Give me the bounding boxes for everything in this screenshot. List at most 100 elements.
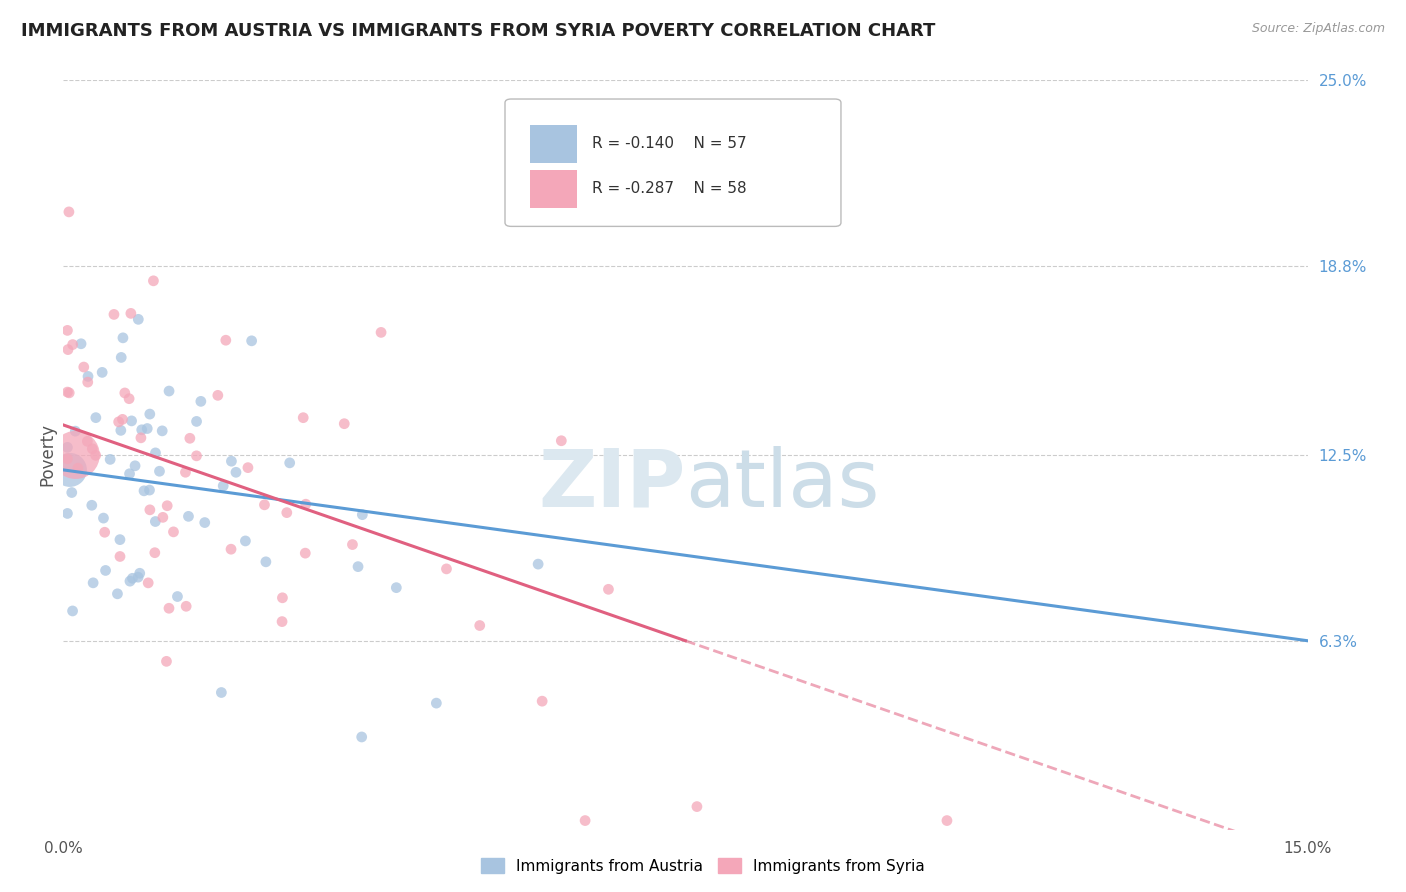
Point	[56, 343, 79, 357]
Point	[194, 516, 217, 530]
Point	[136, 421, 159, 435]
Point	[271, 591, 294, 605]
Point	[531, 694, 554, 708]
Point	[179, 431, 201, 445]
Point	[139, 407, 162, 421]
Point	[56, 441, 79, 455]
Point	[114, 386, 136, 401]
Text: Source: ZipAtlas.com: Source: ZipAtlas.com	[1251, 22, 1385, 36]
Point	[177, 509, 200, 524]
Point	[221, 454, 243, 468]
Point	[152, 510, 174, 524]
Point	[166, 590, 188, 604]
Point	[138, 483, 160, 497]
Point	[145, 446, 167, 460]
Point	[111, 412, 134, 426]
Point	[155, 654, 177, 668]
Point	[124, 458, 146, 473]
Point	[59, 463, 82, 477]
Point	[240, 334, 263, 348]
Point	[225, 465, 247, 479]
Point	[118, 467, 141, 481]
Point	[56, 385, 79, 400]
Point	[76, 434, 98, 449]
Point	[352, 508, 374, 522]
Point	[212, 479, 235, 493]
Point	[215, 333, 238, 347]
Point	[209, 685, 232, 699]
Point	[294, 546, 316, 560]
Point	[425, 696, 447, 710]
Point	[136, 575, 159, 590]
Point	[84, 448, 107, 462]
Point	[253, 498, 276, 512]
Point	[292, 410, 315, 425]
Y-axis label: Poverty: Poverty	[38, 424, 56, 486]
Point	[271, 615, 294, 629]
Point	[73, 359, 96, 374]
Point	[219, 542, 242, 557]
Point	[162, 524, 184, 539]
Point	[62, 337, 84, 351]
Point	[294, 497, 316, 511]
FancyBboxPatch shape	[530, 125, 578, 162]
Point	[110, 423, 132, 437]
Point	[347, 559, 370, 574]
Point	[686, 799, 709, 814]
Point	[82, 575, 104, 590]
Point	[254, 555, 277, 569]
Point	[350, 730, 373, 744]
Text: R = -0.140    N = 57: R = -0.140 N = 57	[592, 136, 747, 152]
Point	[66, 461, 89, 475]
Point	[80, 498, 103, 512]
Point	[56, 323, 79, 337]
Point	[58, 205, 80, 219]
Point	[143, 515, 166, 529]
Point	[174, 465, 197, 479]
Point	[65, 448, 87, 462]
Point	[127, 570, 149, 584]
Point	[76, 375, 98, 389]
FancyBboxPatch shape	[530, 170, 578, 208]
Point	[186, 449, 208, 463]
Point	[98, 452, 121, 467]
Point	[120, 306, 142, 320]
Point	[121, 571, 143, 585]
Point	[91, 365, 114, 379]
Point	[527, 557, 550, 571]
Point	[103, 307, 125, 321]
Legend: Immigrants from Austria, Immigrants from Syria: Immigrants from Austria, Immigrants from…	[475, 852, 931, 880]
Point	[276, 506, 298, 520]
Point	[62, 604, 84, 618]
Point	[128, 566, 150, 581]
Text: IMMIGRANTS FROM AUSTRIA VS IMMIGRANTS FROM SYRIA POVERTY CORRELATION CHART: IMMIGRANTS FROM AUSTRIA VS IMMIGRANTS FR…	[21, 22, 935, 40]
Point	[56, 507, 79, 521]
Point	[56, 451, 79, 466]
Point	[186, 414, 208, 428]
Point	[108, 549, 131, 564]
FancyBboxPatch shape	[505, 99, 841, 227]
Point	[118, 392, 141, 406]
Point	[121, 414, 143, 428]
Point	[139, 503, 162, 517]
Text: ZIP: ZIP	[538, 446, 686, 524]
Text: R = -0.287    N = 58: R = -0.287 N = 58	[592, 181, 747, 196]
Point	[143, 546, 166, 560]
Point	[235, 533, 257, 548]
Point	[77, 369, 100, 384]
Point	[93, 525, 115, 540]
Point	[436, 562, 458, 576]
Point	[107, 587, 129, 601]
Point	[82, 442, 104, 456]
Point	[385, 581, 408, 595]
Point	[157, 384, 180, 398]
Point	[118, 574, 141, 589]
Point	[131, 423, 153, 437]
Point	[342, 537, 364, 551]
Point	[127, 312, 149, 326]
Point	[207, 388, 229, 402]
Text: atlas: atlas	[686, 446, 880, 524]
Point	[111, 331, 134, 345]
Point	[468, 618, 491, 632]
Point	[65, 424, 87, 438]
